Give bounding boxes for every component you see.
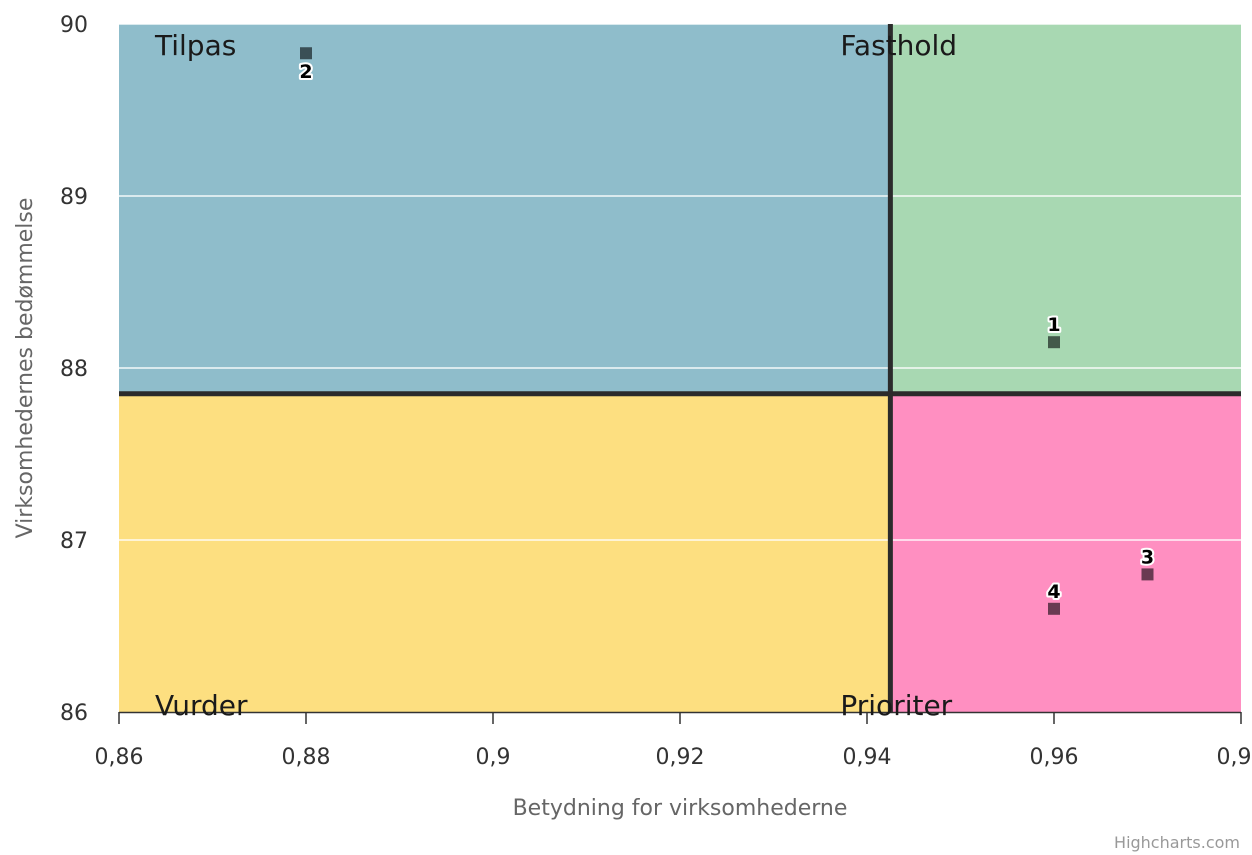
y-tick-label-1: 87 xyxy=(60,529,88,554)
point-label-3: 3 xyxy=(1141,546,1154,568)
quadrant-top-right xyxy=(890,24,1241,394)
quadrants xyxy=(119,24,1241,712)
x-axis-title: Betydning for virksomhederne xyxy=(513,796,848,821)
quadrant-labels: Tilpas Fasthold Vurder Prioriter xyxy=(154,29,957,722)
y-tick-label-0: 86 xyxy=(60,701,88,726)
gridlines xyxy=(119,23,1241,541)
x-tick-label-5: 0,96 xyxy=(1030,745,1079,770)
quadrant-label-bottom-right: Prioriter xyxy=(840,689,952,722)
axes: 0,86 0,88 0,9 0,92 0,94 0,96 0,98 86 87 88 89 90 xyxy=(60,13,1252,770)
point-marker-4 xyxy=(1048,602,1060,615)
credits-link[interactable]: Highcharts.com xyxy=(1114,833,1240,852)
data-points: 1 2 3 4 xyxy=(297,47,1156,615)
y-tick-label-2: 88 xyxy=(60,357,88,382)
point-marker-3 xyxy=(1141,568,1154,581)
y-tick-label-4: 90 xyxy=(60,13,88,38)
x-tick-label-1: 0,88 xyxy=(282,745,331,770)
y-axis-title: Virksomhedernes bedømmelse xyxy=(13,198,38,539)
point-marker-1 xyxy=(1048,336,1060,349)
x-tick-label-6: 0,98 xyxy=(1217,745,1252,770)
x-tick-label-3: 0,92 xyxy=(656,745,705,770)
x-tick-label-4: 0,94 xyxy=(843,745,892,770)
quadrant-top-left xyxy=(119,24,891,394)
point-marker-2 xyxy=(300,47,312,60)
quadrant-label-top-right: Fasthold xyxy=(840,29,957,62)
x-tick-label-0: 0,86 xyxy=(95,745,144,770)
point-label-4: 4 xyxy=(1047,581,1060,603)
x-tick-label-2: 0,9 xyxy=(476,745,511,770)
point-label-2: 2 xyxy=(299,61,312,83)
quadrant-bottom-left xyxy=(119,393,891,712)
quadrant-bottom-right xyxy=(890,393,1241,712)
quadrant-label-top-left: Tilpas xyxy=(154,29,236,62)
quadrant-label-bottom-left: Vurder xyxy=(155,689,248,722)
quadrant-dividers xyxy=(119,24,1241,712)
point-label-1: 1 xyxy=(1047,314,1060,336)
y-tick-label-3: 89 xyxy=(60,185,88,210)
